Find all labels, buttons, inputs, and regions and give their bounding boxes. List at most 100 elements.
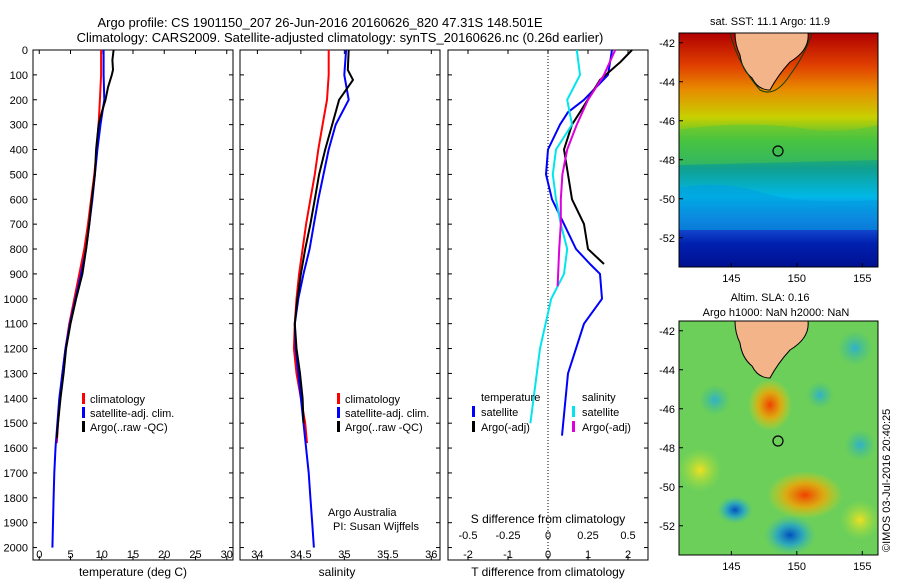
x-tick-label: 30 xyxy=(221,549,233,561)
sla-map-frame xyxy=(678,320,879,556)
legend-label-argo: Argo(..raw -QC) xyxy=(90,422,168,434)
map-y-tick-label: -50 xyxy=(659,194,675,206)
map-y-tick-label: -44 xyxy=(659,77,675,89)
x-tick-label: 1 xyxy=(585,549,591,561)
depth-tick-label: 1900 xyxy=(4,518,28,530)
depth-tick-label: 800 xyxy=(10,244,28,256)
legend-salinity-heading: salinity xyxy=(582,392,616,404)
depth-tick-label: 2000 xyxy=(4,543,28,555)
legend-label-argo: Argo(..raw -QC) xyxy=(345,422,423,434)
depth-axis: 0 100 200 300 400 500 600 700 800 900 1000 1100 1200… xyxy=(4,45,28,555)
legend-swatch-temp-satellite xyxy=(472,406,475,417)
sla-map xyxy=(679,321,878,555)
map-x-tick-label: 145 xyxy=(722,273,740,285)
top-tick-label: 0.5 xyxy=(620,530,635,542)
sla-low-4 xyxy=(806,381,834,409)
sla-low-6 xyxy=(717,496,753,524)
map-y-tick-label: -48 xyxy=(659,443,675,455)
map-y-tick-label: -48 xyxy=(659,155,675,167)
series-salinity-satellite xyxy=(529,49,581,424)
x-tick-label: 0 xyxy=(36,549,42,561)
argo-float-marker xyxy=(772,435,784,447)
series-climatology xyxy=(55,50,103,444)
sla-low-3 xyxy=(837,330,873,366)
series-satellite-adj-clim- xyxy=(51,50,106,548)
tasmania-land xyxy=(734,33,809,91)
x-tick-label: 36 xyxy=(425,549,437,561)
x-tick-label: 34.5 xyxy=(290,549,311,561)
sla-high-1 xyxy=(748,379,792,431)
depth-tick-label: 200 xyxy=(10,95,28,107)
legend-label-temp-argo: Argo(-adj) xyxy=(481,422,530,434)
x-tick-label: 35 xyxy=(338,549,350,561)
depth-tick-label: 0 xyxy=(22,45,28,57)
legend-swatch-climatology xyxy=(82,393,85,404)
salinity-series xyxy=(292,49,354,548)
depth-tick-label: 100 xyxy=(10,70,28,82)
map-x-tick-label: 150 xyxy=(788,561,806,573)
depth-tick-label: 300 xyxy=(10,120,28,132)
series-salinity-argo-adj- xyxy=(556,49,617,287)
sla-map-title1: Altim. SLA: 0.16 xyxy=(731,292,810,304)
temperature-panel-frame xyxy=(32,49,234,561)
sst-map xyxy=(679,33,878,267)
x-tick-label: -2 xyxy=(463,549,473,561)
depth-tick-label: 1100 xyxy=(4,319,28,331)
x-tick-label: -1 xyxy=(503,549,513,561)
map-y-tick-label: -52 xyxy=(659,233,675,245)
salinity-legend: climatology satellite-adj. clim. Argo(..… xyxy=(328,393,429,533)
x-tick-label: 5 xyxy=(67,549,73,561)
map-x-tick-label: 145 xyxy=(722,561,740,573)
tasmania-land xyxy=(734,321,809,379)
sla-high-3 xyxy=(679,448,722,492)
depth-tick-label: 1800 xyxy=(4,493,28,505)
legend-swatch-argo xyxy=(337,421,340,432)
annotation-argo-australia: Argo Australia xyxy=(328,507,397,519)
depth-tick-label: 400 xyxy=(10,145,28,157)
sla-low-1 xyxy=(764,515,816,555)
x-tick-label: 34 xyxy=(251,549,263,561)
sst-map-frame xyxy=(678,32,879,268)
difference-legend: temperature satellite Argo(-adj) salinit… xyxy=(472,392,631,434)
legend-swatch-satellite xyxy=(82,407,85,418)
difference-axes: -2-1012-0.5-0.2500.250.5 xyxy=(448,49,648,561)
map-x-tick-label: 155 xyxy=(853,561,871,573)
depth-tick-label: 1300 xyxy=(4,368,28,380)
depth-tick-label: 900 xyxy=(10,269,28,281)
legend-swatch-climatology xyxy=(337,393,340,404)
x-tick-label: 35.5 xyxy=(377,549,398,561)
legend-label-temp-satellite: satellite xyxy=(481,407,518,419)
difference-top-label: S difference from climatology xyxy=(471,512,626,526)
series-climatology xyxy=(292,50,330,444)
map-y-tick-label: -42 xyxy=(659,326,675,338)
series-temperature-satellite xyxy=(545,49,613,436)
salinity-panel-frame xyxy=(239,49,441,561)
map-y-tick-label: -50 xyxy=(659,482,675,494)
map-x-tick-label: 150 xyxy=(788,273,806,285)
legend-swatch-sal-argo xyxy=(572,421,575,432)
top-tick-label: 0.25 xyxy=(577,530,598,542)
sla-high-2 xyxy=(767,471,843,519)
x-tick-label: 20 xyxy=(158,549,170,561)
map-x-tick-label: 155 xyxy=(853,273,871,285)
series-temperature-argo-adj- xyxy=(563,49,633,265)
sla-low-5 xyxy=(844,429,876,461)
temperature-axes: 0 5 10 15 20 25 30 xyxy=(33,49,233,561)
imos-credit: ©IMOS 03-Jul-2016 20:40:25 xyxy=(881,409,893,552)
map-y-tick-label: -52 xyxy=(659,521,675,533)
depth-tick-label: 1200 xyxy=(4,344,28,356)
legend-swatch-temp-argo xyxy=(472,421,475,432)
map-y-tick-label: -46 xyxy=(659,116,675,128)
depth-tick-label: 500 xyxy=(10,169,28,181)
legend-label-satellite: satellite-adj. clim. xyxy=(90,408,174,420)
temperature-xlabel: temperature (deg C) xyxy=(79,565,187,579)
depth-tick-label: 1400 xyxy=(4,393,28,405)
sla-low-2 xyxy=(699,384,731,416)
x-tick-label: 25 xyxy=(189,549,201,561)
legend-label-satellite: satellite-adj. clim. xyxy=(345,408,429,420)
legend-swatch-sal-satellite xyxy=(572,406,575,417)
map-axes: 145 150 155 -42 -44 -46 -48 -50 -52 145 150 155 -42 -… xyxy=(659,38,871,573)
x-tick-label: 15 xyxy=(127,549,139,561)
difference-series xyxy=(529,49,633,436)
difference-xlabel: T difference from climatology xyxy=(471,565,625,579)
